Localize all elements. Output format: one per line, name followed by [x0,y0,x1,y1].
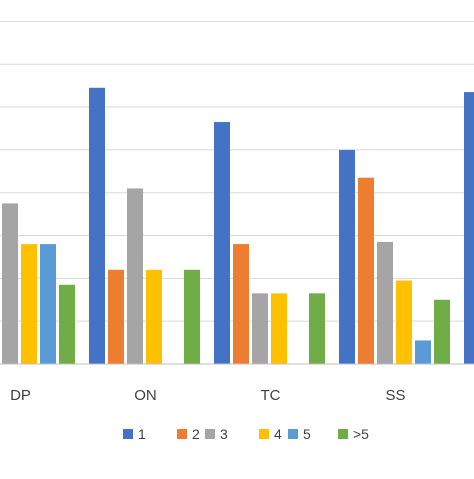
bar-TC-series-1 [214,122,230,364]
bar-SS-series-5 [415,340,431,364]
category-labels: DP ON TC SS [10,387,405,404]
legend-item-5: 5 [288,426,311,442]
bar-ON-series-1 [89,87,105,364]
bars [2,87,474,364]
category-label-dp: DP [10,387,31,404]
legend-item-2: 2 [177,426,200,442]
legend-item-3: 3 [205,426,228,442]
legend-item->5: >5 [338,426,369,442]
legend-label: 1 [138,426,146,442]
category-label-tc: TC [261,387,281,404]
bar-SS-series-2 [358,177,374,364]
bar-TC-series-3 [252,293,268,364]
legend-swatch [259,429,269,439]
bar-SS-series-4 [396,280,412,364]
category-label-ss: SS [385,387,405,404]
legend-swatch [177,429,187,439]
bar-ON-series-4 [146,269,162,364]
bar-next-series-1 [464,92,474,364]
bar-DP-series-4 [21,244,37,364]
legend-item-1: 1 [123,426,146,442]
legend: 1 2 3 4 5 >5 [123,426,369,442]
bar-SS-series-3 [377,241,393,364]
legend-label: 5 [303,426,311,442]
bar-ON-series-3 [127,188,143,364]
bar-TC-series-2 [233,244,249,364]
legend-label: 2 [192,426,200,442]
bar-ON-series-2 [108,269,124,364]
gridlines [0,20,474,322]
legend-swatch [338,429,348,439]
legend-item-4: 4 [259,426,282,442]
legend-label: >5 [353,426,369,442]
legend-swatch [123,429,133,439]
category-label-on: ON [134,387,157,404]
bar-SS-series->5 [434,299,450,364]
bar-TC-series->5 [309,293,325,364]
bar-ON-series->5 [184,269,200,364]
legend-label: 4 [274,426,282,442]
bar-DP-series-3 [2,203,18,364]
legend-swatch [205,429,215,439]
bar-TC-series-4 [271,293,287,364]
bar-SS-series-1 [339,149,355,364]
bar-DP-series->5 [59,284,75,364]
bar-DP-series-5 [40,244,56,364]
legend-swatch [288,429,298,439]
legend-label: 3 [220,426,228,442]
